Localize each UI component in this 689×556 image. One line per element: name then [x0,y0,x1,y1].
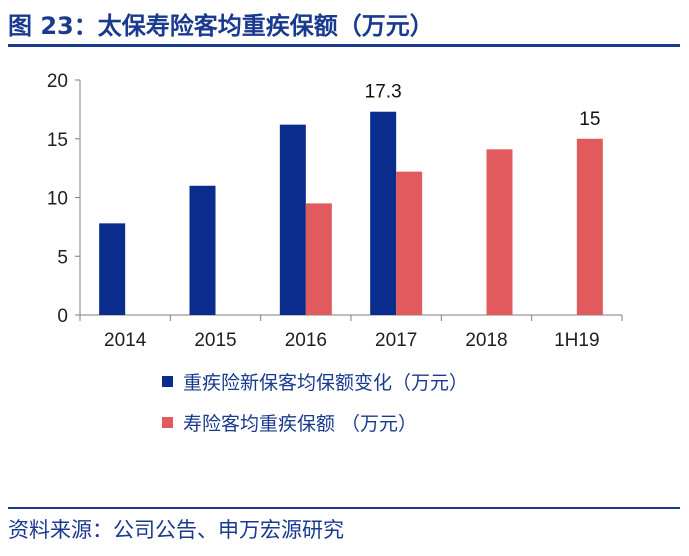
y-tick-label: 5 [57,247,68,268]
bar-series-1-2016 [279,124,306,316]
y-tick-label: 15 [47,130,68,151]
y-tick-label: 0 [57,306,68,327]
y-tick-label: 10 [47,189,68,210]
bar-series-1-2017 [370,111,397,315]
data-label: 17.3 [365,82,402,103]
bar-series-1-2015 [189,185,216,315]
x-tick-label: 1H19 [554,330,599,351]
chart-axes [79,80,622,316]
bar-series-2-2017 [396,171,423,315]
bar-series-2-2016 [305,203,332,315]
bar-series-2-2018 [486,149,513,315]
legend-label-2: 寿险客均重疾保额 （万元） [183,413,417,435]
x-tick-label: 2014 [104,330,147,351]
data-label: 15 [579,109,600,130]
chart-legend: 重疾险新保客均保额变化（万元） 寿险客均重疾保额 （万元） [162,372,468,435]
chart-ticks: 0 5 10 15 20 2014 2015 2016 2017 2018 1H19 [47,71,623,351]
legend-swatch-1 [162,376,173,387]
source-note: 资料来源：公司公告、申万宏源研究 [8,518,344,542]
x-tick-label: 2017 [375,330,417,351]
x-tick-label: 2016 [285,330,327,351]
title-divider [8,44,680,47]
y-tick-label: 20 [47,71,68,92]
legend-label-1: 重疾险新保客均保额变化（万元） [183,372,468,394]
chart-bars [99,111,603,316]
source-divider [8,507,680,509]
page-title: 图 23：太保寿险客均重疾保额（万元） [8,12,434,40]
x-tick-label: 2018 [465,330,507,351]
bar-series-1-2014 [99,223,126,315]
legend-swatch-2 [162,417,173,428]
bar-series-2-1H19 [576,138,603,315]
chart-data-labels: 17.3 15 [365,82,601,130]
x-tick-label: 2015 [194,330,236,351]
